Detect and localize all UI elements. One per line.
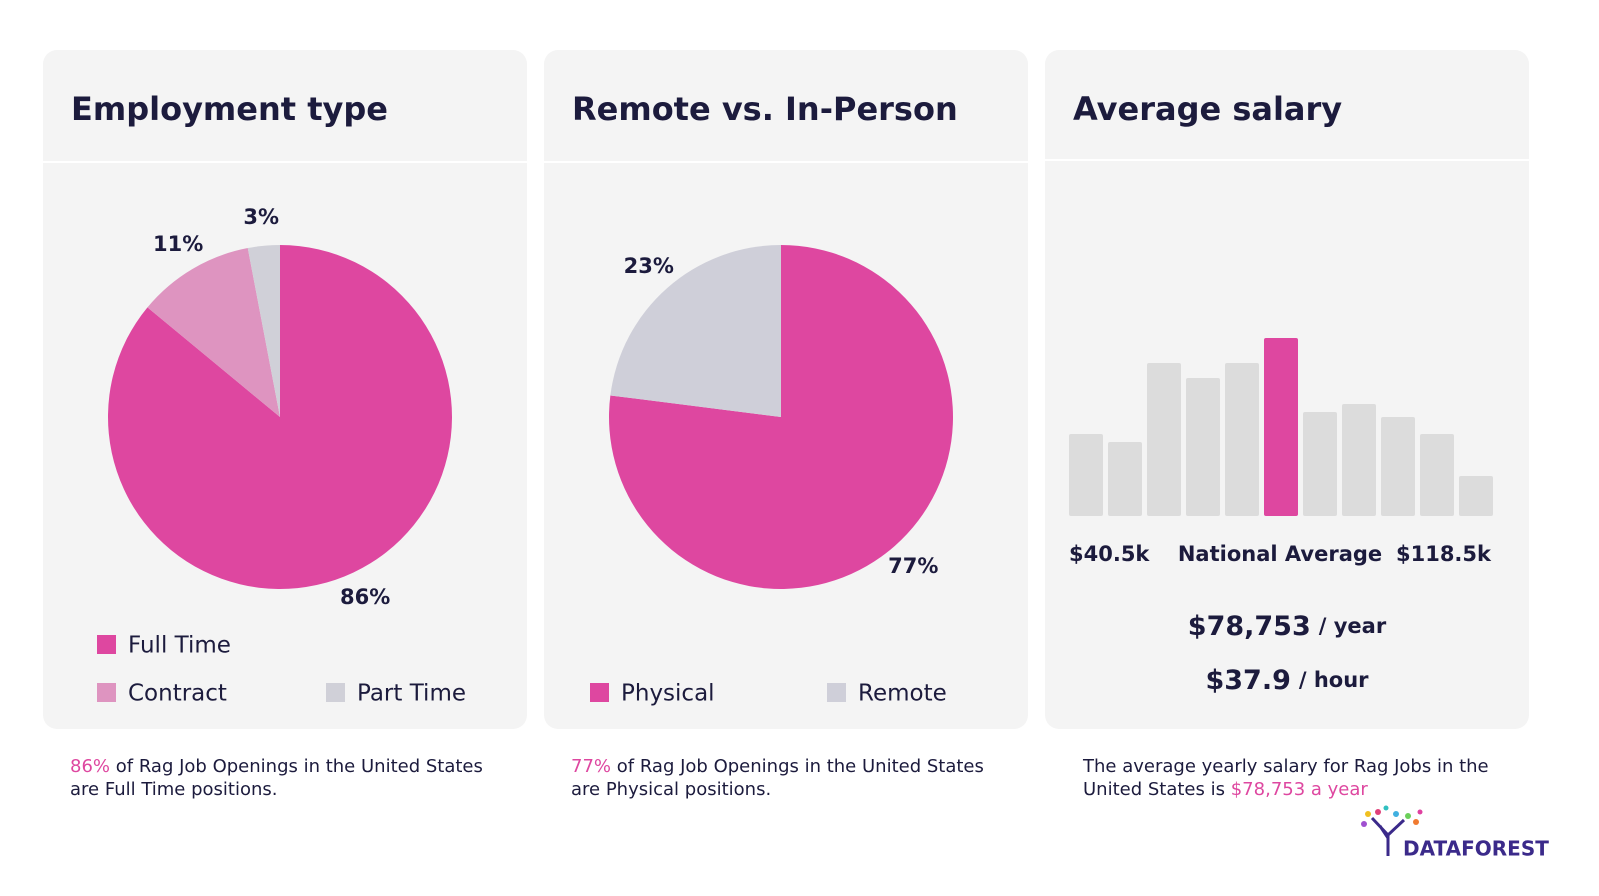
bar [1186, 378, 1220, 516]
caption-highlight: 86% [70, 756, 111, 777]
value-label: 11% [153, 232, 203, 256]
pie-slice [247, 245, 280, 417]
legend-marker [590, 683, 609, 702]
legend-label: Physical [621, 681, 715, 707]
chart-title: Employment type [71, 90, 388, 128]
annotation-unit: / year [1319, 614, 1387, 638]
annotation-unit: / hour [1299, 668, 1369, 692]
caption-highlight: 77% [571, 756, 612, 777]
legend-label: Contract [128, 681, 227, 707]
chart-title: Remote vs. In-Person [572, 90, 958, 128]
bar [1303, 412, 1337, 516]
logo: DATAFOREST [1403, 837, 1549, 861]
pie-slice [107, 245, 452, 589]
x-label: National Average [1178, 542, 1382, 566]
legend-label: Remote [858, 681, 947, 707]
legend-marker [827, 683, 846, 702]
value-label: 3% [243, 205, 279, 229]
bar [1381, 417, 1415, 516]
bar [1459, 476, 1493, 516]
caption-text: of Rag Job Openings in the United States… [571, 756, 984, 800]
x-label: $118.5k [1396, 542, 1492, 566]
caption: The average yearly salary for Rag Jobs i… [1083, 755, 1523, 801]
bar [1069, 434, 1103, 516]
bar [1108, 442, 1142, 516]
logo-icon [1361, 805, 1423, 856]
caption-highlight: $78,753 a year [1230, 779, 1368, 800]
chart-title: Average salary [1073, 90, 1342, 128]
legend-marker [326, 683, 345, 702]
bar [1342, 404, 1376, 516]
bar [1420, 434, 1454, 516]
bar [1147, 363, 1181, 516]
caption-text: of Rag Job Openings in the United States… [70, 756, 483, 800]
annotation-value: $37.9 [1205, 665, 1290, 696]
value-label: 77% [888, 554, 938, 578]
annotation: $37.9 / hour [1205, 665, 1369, 696]
legend-marker [97, 683, 116, 702]
value-label: 23% [624, 254, 674, 278]
caption: 77% of Rag Job Openings in the United St… [571, 755, 1011, 801]
pie-slice [147, 248, 280, 417]
x-label: $40.5k [1069, 542, 1150, 566]
legend-label: Full Time [128, 633, 231, 659]
legend-marker [97, 635, 116, 654]
legend-label: Part Time [357, 681, 466, 707]
value-label: 86% [340, 585, 390, 609]
annotation: $78,753 / year [1188, 611, 1387, 642]
annotation-value: $78,753 [1188, 611, 1311, 642]
bar [1264, 338, 1298, 516]
bar [1225, 363, 1259, 516]
caption-text: The average yearly salary for Rag Jobs i… [1083, 756, 1489, 800]
caption: 86% of Rag Job Openings in the United St… [70, 755, 510, 801]
pie-slice [610, 245, 781, 417]
